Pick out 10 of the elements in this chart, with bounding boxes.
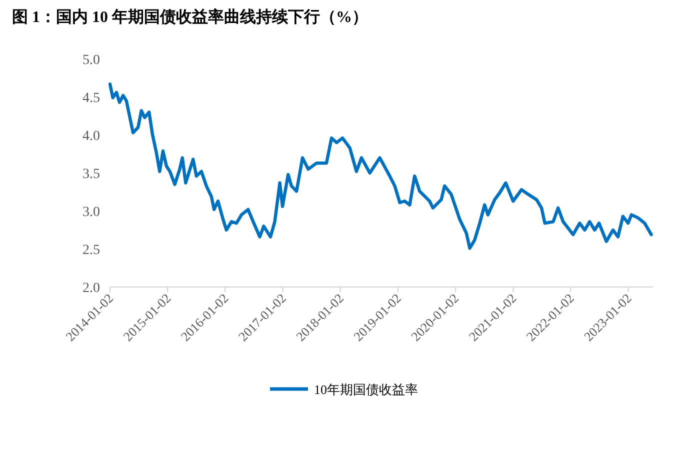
y-tick-label: 4.0 xyxy=(82,129,100,144)
y-tick-label: 2.0 xyxy=(82,281,100,296)
y-tick-label: 4.5 xyxy=(82,91,100,106)
y-tick-label: 3.0 xyxy=(82,205,100,220)
y-tick-label: 2.5 xyxy=(82,243,100,258)
y-tick-label: 5.0 xyxy=(82,53,100,68)
y-tick-label: 3.5 xyxy=(82,167,100,182)
legend-label: 10年期国债收益率 xyxy=(314,382,418,397)
chart-title: 图 1：国内 10 年期国债收益率曲线持续下行（%） xyxy=(12,7,368,26)
line-series xyxy=(108,82,653,250)
